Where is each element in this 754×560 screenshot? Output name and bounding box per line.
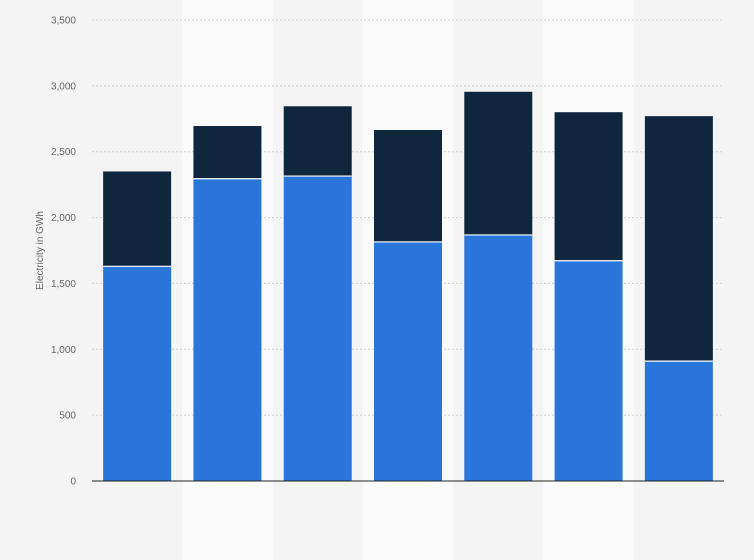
bar-segment-series-2 — [283, 106, 352, 177]
y-axis-ticks: 0 500 1,000 1,500 2,000 2,500 3,000 3,500 — [51, 16, 76, 488]
y-tick-label: 2,500 — [51, 147, 76, 158]
bar-segment-series-2 — [193, 126, 262, 179]
y-tick-label: 3,000 — [51, 81, 76, 92]
bar-segment-series-1 — [464, 234, 533, 481]
bar-segment-series-1 — [103, 266, 172, 481]
y-tick-label: 3,500 — [51, 16, 76, 27]
bar-segment-series-2 — [554, 112, 623, 261]
bar-segment-series-1 — [193, 178, 262, 482]
y-tick-label: 1,500 — [51, 279, 76, 290]
bar-segment-series-1 — [283, 176, 352, 481]
bar-segment-series-1 — [374, 241, 442, 481]
y-tick-label: 500 — [59, 411, 76, 422]
y-axis-title: Electricity in GWh — [35, 211, 46, 290]
bar-segment-series-1 — [644, 361, 713, 481]
bar-segment-series-1 — [554, 260, 623, 481]
y-tick-label: 2,000 — [51, 213, 76, 224]
y-tick-label: 0 — [70, 477, 76, 488]
bar-segment-series-2 — [103, 171, 172, 267]
bar-segment-series-2 — [374, 129, 442, 242]
bars — [103, 91, 713, 482]
y-tick-label: 1,000 — [51, 345, 76, 356]
bar-segment-series-2 — [464, 91, 533, 235]
bar-segment-series-2 — [644, 116, 713, 362]
